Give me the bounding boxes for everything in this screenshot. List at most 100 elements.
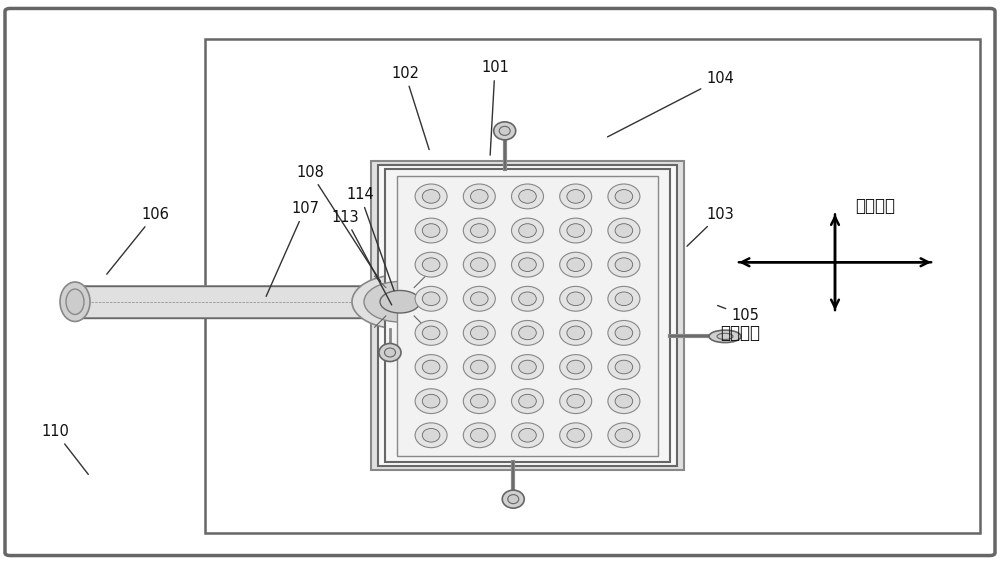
- Ellipse shape: [415, 389, 447, 413]
- Ellipse shape: [519, 394, 536, 408]
- Ellipse shape: [471, 224, 488, 237]
- Ellipse shape: [463, 218, 495, 243]
- Ellipse shape: [608, 218, 640, 243]
- Text: 110: 110: [41, 424, 88, 474]
- Ellipse shape: [415, 287, 447, 311]
- Ellipse shape: [560, 389, 592, 413]
- Ellipse shape: [615, 394, 633, 408]
- Ellipse shape: [415, 355, 447, 380]
- Ellipse shape: [471, 190, 488, 203]
- Ellipse shape: [567, 224, 584, 237]
- Ellipse shape: [422, 429, 440, 442]
- Text: 102: 102: [391, 66, 429, 149]
- Ellipse shape: [567, 292, 584, 306]
- Bar: [385, 169, 670, 462]
- Ellipse shape: [415, 252, 447, 277]
- Ellipse shape: [567, 326, 584, 340]
- Ellipse shape: [709, 330, 741, 342]
- Ellipse shape: [560, 423, 592, 448]
- Text: 107: 107: [266, 201, 319, 296]
- Text: 第二方向: 第二方向: [855, 197, 895, 215]
- Ellipse shape: [560, 320, 592, 345]
- Ellipse shape: [463, 423, 495, 448]
- Ellipse shape: [560, 218, 592, 243]
- Circle shape: [380, 290, 420, 313]
- Ellipse shape: [384, 348, 396, 357]
- Bar: [397, 176, 658, 456]
- Ellipse shape: [512, 287, 544, 311]
- Ellipse shape: [512, 252, 544, 277]
- Ellipse shape: [471, 394, 488, 408]
- Ellipse shape: [560, 252, 592, 277]
- Circle shape: [352, 275, 448, 329]
- Bar: [70, 286, 405, 318]
- Ellipse shape: [519, 292, 536, 306]
- Ellipse shape: [560, 287, 592, 311]
- Ellipse shape: [519, 326, 536, 340]
- Ellipse shape: [567, 258, 584, 271]
- Ellipse shape: [567, 394, 584, 408]
- Ellipse shape: [422, 394, 440, 408]
- Ellipse shape: [615, 292, 633, 306]
- Ellipse shape: [463, 184, 495, 209]
- Ellipse shape: [471, 292, 488, 306]
- Ellipse shape: [463, 252, 495, 277]
- Ellipse shape: [519, 360, 536, 374]
- Ellipse shape: [608, 287, 640, 311]
- Ellipse shape: [560, 184, 592, 209]
- Ellipse shape: [519, 224, 536, 237]
- Ellipse shape: [567, 429, 584, 442]
- Ellipse shape: [519, 258, 536, 271]
- Text: 103: 103: [687, 207, 734, 246]
- Ellipse shape: [415, 423, 447, 448]
- Ellipse shape: [379, 343, 401, 362]
- Ellipse shape: [415, 218, 447, 243]
- Ellipse shape: [502, 490, 524, 508]
- Bar: [378, 165, 677, 466]
- Circle shape: [364, 281, 436, 322]
- Ellipse shape: [615, 258, 633, 271]
- Ellipse shape: [608, 355, 640, 380]
- Ellipse shape: [512, 389, 544, 413]
- Ellipse shape: [422, 326, 440, 340]
- Ellipse shape: [422, 190, 440, 203]
- Ellipse shape: [463, 320, 495, 345]
- Text: 106: 106: [107, 207, 169, 274]
- Ellipse shape: [608, 252, 640, 277]
- Text: 101: 101: [481, 60, 509, 155]
- Ellipse shape: [567, 360, 584, 374]
- Ellipse shape: [512, 423, 544, 448]
- Ellipse shape: [66, 289, 84, 315]
- Ellipse shape: [471, 258, 488, 271]
- Ellipse shape: [422, 224, 440, 237]
- Ellipse shape: [415, 320, 447, 345]
- Ellipse shape: [422, 258, 440, 271]
- Ellipse shape: [717, 333, 733, 340]
- Ellipse shape: [615, 224, 633, 237]
- Ellipse shape: [608, 320, 640, 345]
- Ellipse shape: [422, 292, 440, 306]
- Ellipse shape: [608, 184, 640, 209]
- Ellipse shape: [608, 423, 640, 448]
- Ellipse shape: [471, 326, 488, 340]
- Ellipse shape: [508, 495, 519, 504]
- Text: 114: 114: [346, 187, 394, 290]
- Ellipse shape: [463, 287, 495, 311]
- Text: 105: 105: [718, 306, 759, 323]
- Ellipse shape: [494, 122, 516, 140]
- Ellipse shape: [499, 126, 510, 135]
- Ellipse shape: [512, 320, 544, 345]
- Ellipse shape: [471, 429, 488, 442]
- Ellipse shape: [519, 190, 536, 203]
- Text: 104: 104: [607, 72, 734, 137]
- Bar: [205, 39, 980, 533]
- Text: 108: 108: [296, 165, 380, 281]
- Ellipse shape: [567, 190, 584, 203]
- Ellipse shape: [615, 190, 633, 203]
- Ellipse shape: [615, 326, 633, 340]
- Ellipse shape: [512, 218, 544, 243]
- Ellipse shape: [615, 360, 633, 374]
- Ellipse shape: [512, 355, 544, 380]
- Bar: [371, 161, 684, 470]
- Text: 第二方向: 第二方向: [720, 324, 760, 342]
